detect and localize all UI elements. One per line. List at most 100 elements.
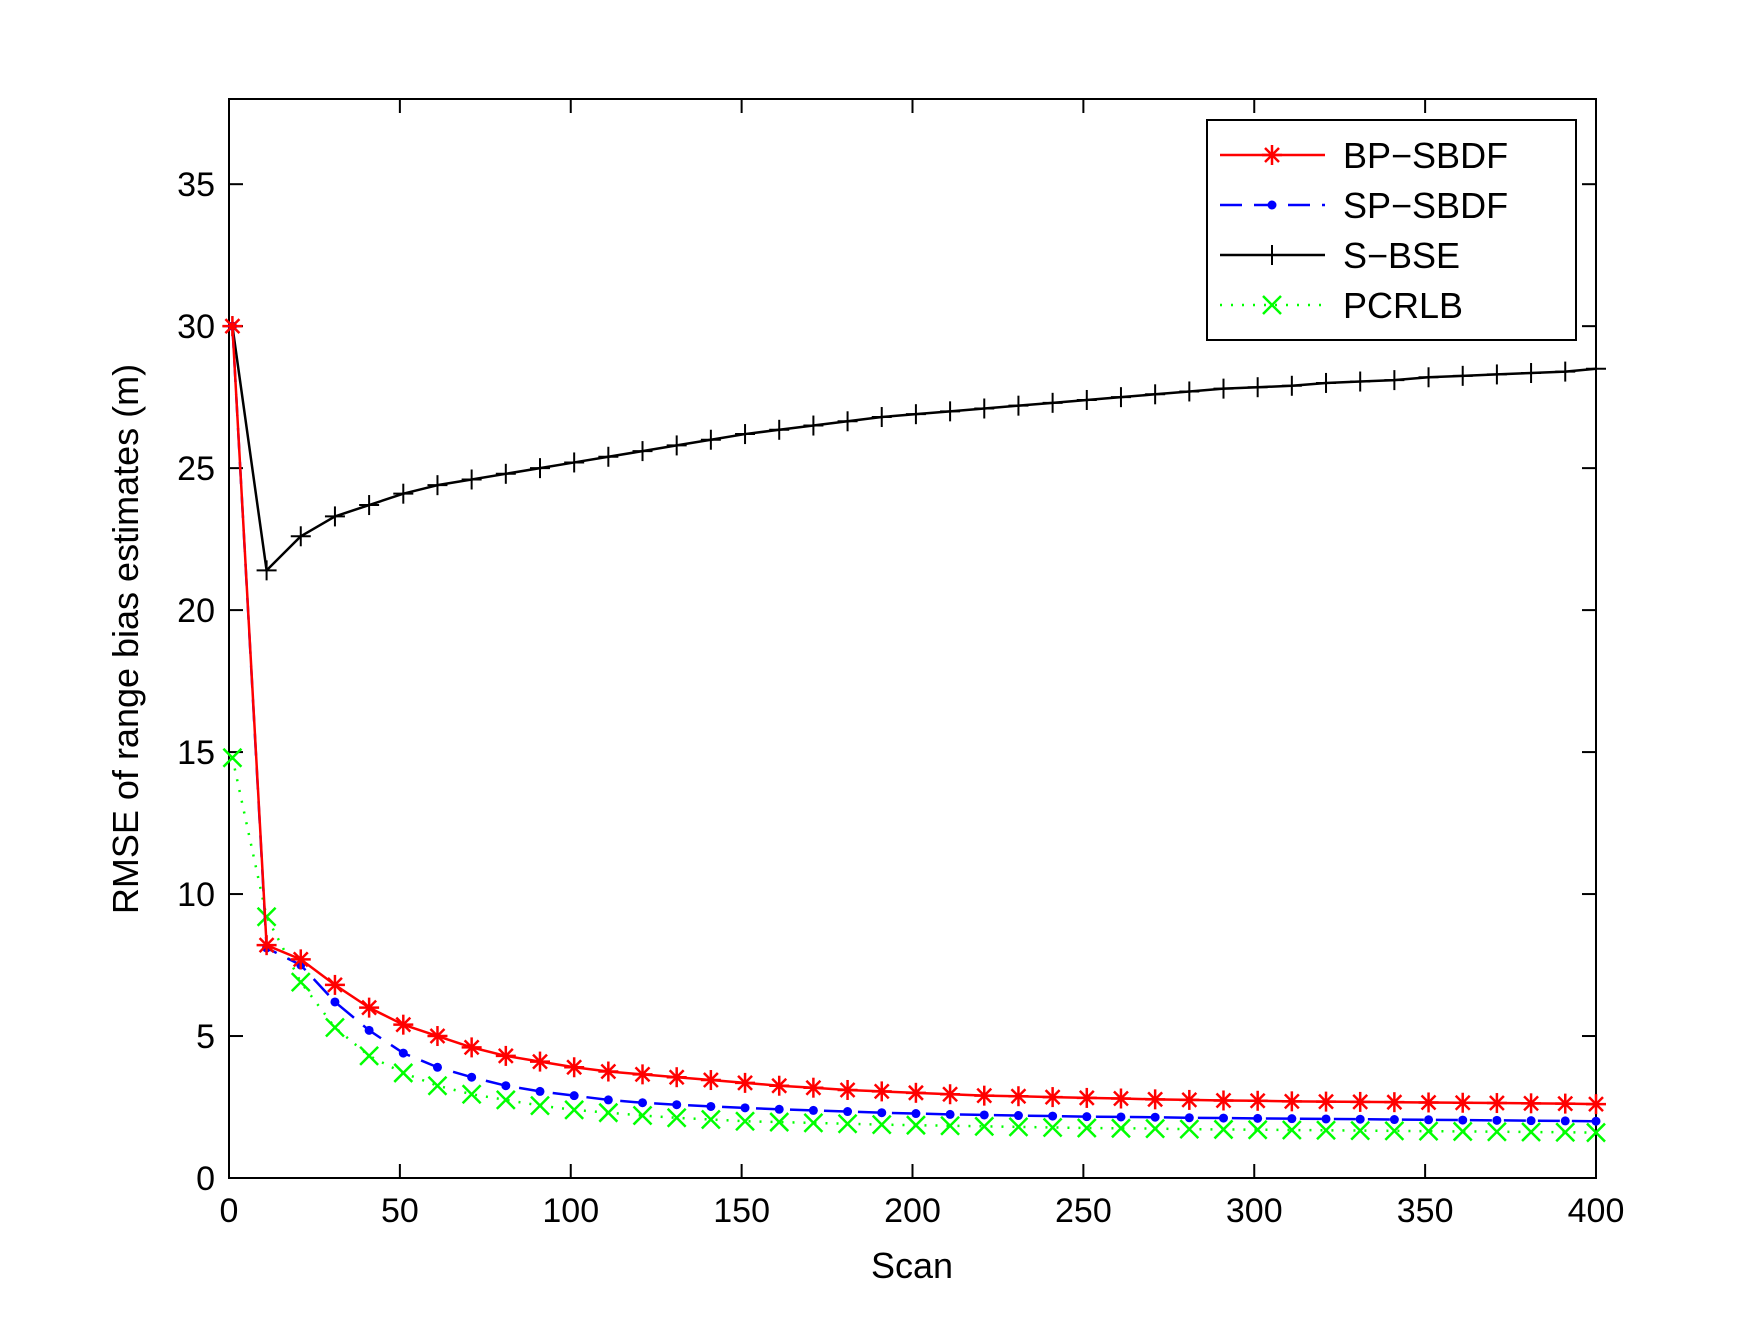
marker-dot bbox=[1267, 200, 1277, 210]
marker-stroke bbox=[495, 1090, 516, 1110]
data-point bbox=[974, 1116, 995, 1137]
data-point bbox=[1150, 1112, 1160, 1122]
marker-stroke bbox=[769, 1112, 790, 1132]
data-point bbox=[632, 1105, 653, 1126]
marker-dot bbox=[1355, 1114, 1365, 1124]
marker-stroke bbox=[1145, 1118, 1166, 1139]
data-point bbox=[501, 1081, 511, 1091]
data-point bbox=[1492, 1115, 1502, 1125]
data-point bbox=[1042, 1117, 1063, 1138]
data-point bbox=[1350, 1091, 1371, 1112]
marker-stroke bbox=[1316, 1120, 1336, 1141]
data-point bbox=[324, 506, 345, 527]
marker-stroke bbox=[292, 951, 309, 968]
data-point bbox=[1179, 1089, 1200, 1110]
marker-stroke bbox=[1350, 1120, 1371, 1141]
marker-dot bbox=[672, 1100, 682, 1110]
marker-stroke bbox=[839, 1082, 856, 1098]
data-point bbox=[940, 401, 961, 422]
x-tick-label: 50 bbox=[381, 1192, 419, 1230]
data-point bbox=[461, 1037, 482, 1058]
marker-stroke bbox=[427, 1075, 448, 1096]
data-point bbox=[495, 1090, 516, 1110]
marker-stroke bbox=[837, 1113, 858, 1134]
marker-stroke bbox=[566, 1059, 583, 1076]
marker-dot bbox=[1253, 1113, 1263, 1123]
x-tick-label: 200 bbox=[884, 1192, 941, 1230]
marker-dot bbox=[1013, 1111, 1023, 1121]
data-point bbox=[325, 1017, 345, 1038]
marker-stroke bbox=[258, 937, 275, 954]
marker-stroke bbox=[325, 1017, 345, 1038]
data-point bbox=[1560, 1116, 1570, 1126]
data-point bbox=[427, 1026, 448, 1047]
x-tick-label: 100 bbox=[542, 1192, 599, 1230]
marker-stroke bbox=[429, 1028, 446, 1044]
marker-stroke bbox=[1523, 1095, 1539, 1112]
marker-stroke bbox=[1487, 1121, 1507, 1142]
marker-stroke bbox=[1249, 1092, 1266, 1109]
x-axis-label: Scan bbox=[871, 1245, 953, 1286]
data-point bbox=[974, 398, 995, 419]
data-point bbox=[1184, 1113, 1194, 1123]
marker-dot bbox=[535, 1086, 545, 1096]
data-point bbox=[1076, 1118, 1097, 1138]
data-point bbox=[837, 411, 858, 432]
marker-dot bbox=[467, 1072, 477, 1082]
marker-stroke bbox=[1076, 1118, 1097, 1138]
data-point bbox=[837, 1113, 858, 1134]
legend-entry: S−BSE bbox=[1220, 235, 1460, 276]
data-point bbox=[1452, 1092, 1473, 1113]
marker-stroke bbox=[1262, 295, 1282, 315]
data-point bbox=[330, 997, 340, 1007]
y-tick-label: 25 bbox=[177, 450, 215, 488]
data-point bbox=[1281, 1120, 1302, 1140]
marker-stroke bbox=[1452, 1121, 1473, 1142]
data-point bbox=[1316, 1091, 1337, 1112]
data-point bbox=[1350, 1120, 1371, 1141]
marker-dot bbox=[1424, 1115, 1434, 1125]
data-point bbox=[359, 997, 380, 1018]
marker-stroke bbox=[461, 1084, 482, 1105]
marker-stroke bbox=[634, 1066, 651, 1083]
data-point bbox=[843, 1107, 853, 1117]
marker-dot bbox=[877, 1108, 887, 1118]
data-point bbox=[1247, 1119, 1268, 1140]
data-point bbox=[1418, 1092, 1439, 1113]
data-point bbox=[1116, 1112, 1126, 1122]
data-point bbox=[769, 419, 790, 440]
x-tick-label: 400 bbox=[1568, 1192, 1625, 1230]
legend-marker bbox=[1262, 295, 1282, 315]
data-point bbox=[598, 1102, 619, 1123]
data-point bbox=[1145, 1118, 1166, 1139]
marker-dot bbox=[1287, 1114, 1297, 1124]
marker-stroke bbox=[940, 1115, 960, 1136]
data-point bbox=[1384, 1092, 1405, 1113]
data-point bbox=[706, 1101, 716, 1111]
marker-dot bbox=[808, 1105, 818, 1115]
data-point bbox=[398, 1048, 408, 1058]
marker-stroke bbox=[290, 972, 311, 992]
data-point bbox=[672, 1100, 682, 1110]
marker-dot bbox=[364, 1025, 374, 1035]
marker-stroke bbox=[1352, 1094, 1369, 1110]
marker-stroke bbox=[1420, 1094, 1437, 1111]
marker-stroke bbox=[564, 1099, 585, 1120]
data-point bbox=[808, 1105, 818, 1115]
data-point bbox=[1526, 1116, 1536, 1126]
marker-dot bbox=[843, 1107, 853, 1117]
marker-stroke bbox=[771, 1077, 788, 1094]
legend-label: PCRLB bbox=[1343, 285, 1463, 326]
series-2 bbox=[222, 316, 1606, 581]
marker-stroke bbox=[393, 1063, 414, 1083]
legend-label: SP−SBDF bbox=[1343, 185, 1508, 226]
data-point bbox=[290, 972, 311, 992]
marker-stroke bbox=[1213, 1119, 1234, 1140]
data-point bbox=[495, 1045, 516, 1066]
data-point bbox=[1355, 1114, 1365, 1124]
marker-stroke bbox=[1078, 1090, 1095, 1106]
marker-stroke bbox=[1008, 1117, 1029, 1137]
legend: BP−SBDF SP−SBDF S−BSE PCRLB bbox=[1206, 119, 1577, 341]
data-point bbox=[940, 1115, 960, 1136]
marker-stroke bbox=[632, 1105, 653, 1126]
